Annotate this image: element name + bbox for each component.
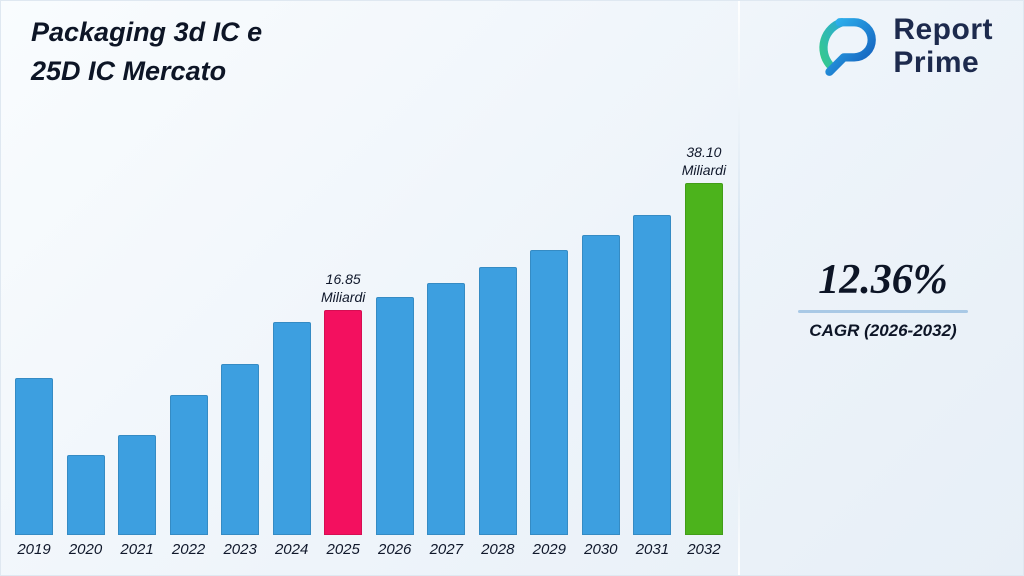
- cagr-panel: 12.36% CAGR (2026-2032): [761, 256, 1005, 341]
- bar-2019: [15, 378, 53, 535]
- bar-2028: [478, 267, 517, 535]
- bar-2026: [375, 297, 414, 535]
- panel-divider: [738, 1, 740, 575]
- x-axis-label-2021: 2021: [120, 541, 154, 558]
- x-axis-label-2027: 2027: [429, 541, 463, 558]
- x-axis-label-2031: 2031: [635, 541, 670, 558]
- reportprime-rp-mark-icon: [813, 13, 883, 79]
- logo-text-line1: Report: [893, 13, 993, 46]
- chart-title: Packaging 3d IC e 25D IC Mercato: [31, 13, 262, 91]
- bar-slot-2030: 2030: [581, 235, 620, 558]
- bar-2031: [633, 215, 672, 535]
- bar-annotation-2032: 38.10 Miliardi: [681, 144, 727, 178]
- x-axis-label-2023: 2023: [223, 541, 257, 558]
- x-axis-label-2032: 2032: [687, 541, 721, 558]
- bar-slot-2027: 2027: [427, 283, 466, 558]
- chart-title-line2: 25D IC Mercato: [31, 56, 227, 87]
- bar-slot-2032: 38.10 Miliardi 2032: [682, 144, 726, 558]
- bar-slot-2028: 2028: [478, 267, 517, 558]
- bar-2027: [427, 283, 466, 535]
- bar-2029: [530, 250, 569, 535]
- bar-chart: 2019 2020 2021 2022 2023 2024 16.85 Miliardi 202…: [15, 144, 726, 558]
- bar-annotation-2025: 16.85 Miliardi: [321, 271, 366, 305]
- bar-2021: [118, 435, 157, 535]
- cagr-underline: [798, 310, 968, 313]
- reportprime-logo-text: Report Prime: [893, 13, 993, 79]
- bar-slot-2019: 2019: [15, 378, 53, 558]
- logo-text-line2: Prime: [893, 46, 980, 79]
- x-axis-label-2025: 2025: [326, 541, 360, 558]
- x-axis-label-2029: 2029: [532, 541, 566, 558]
- x-axis-label-2019: 2019: [17, 541, 51, 558]
- bar-slot-2024: 2024: [272, 322, 311, 558]
- bar-slot-2020: 2020: [66, 455, 105, 558]
- x-axis-label-2022: 2022: [171, 541, 206, 558]
- x-axis-label-2024: 2024: [274, 541, 309, 558]
- bar-slot-2029: 2029: [530, 250, 569, 558]
- cagr-label: CAGR (2026-2032): [809, 321, 957, 340]
- reportprime-logo: Report Prime: [813, 13, 993, 79]
- bar-2023: [221, 364, 260, 535]
- bar-2022: [169, 395, 208, 535]
- bar-slot-2026: 2026: [375, 297, 414, 558]
- bar-slot-2031: 2031: [633, 215, 672, 558]
- bar-2030: [581, 235, 620, 535]
- chart-title-line1: Packaging 3d IC e: [31, 17, 263, 47]
- x-axis-label-2030: 2030: [584, 541, 618, 558]
- bar-slot-2023: 2023: [221, 364, 260, 558]
- x-axis-label-2020: 2020: [68, 541, 103, 558]
- bar-slot-2021: 2021: [118, 435, 157, 558]
- bar-2032: [684, 183, 723, 535]
- bar-2025: [324, 310, 363, 535]
- bar-2024: [272, 322, 311, 535]
- x-axis-label-2026: 2026: [378, 541, 412, 558]
- bar-slot-2025: 16.85 Miliardi 2025: [321, 271, 365, 558]
- bar-2020: [66, 455, 105, 535]
- x-axis-label-2028: 2028: [481, 541, 515, 558]
- cagr-value: 12.36%: [818, 257, 948, 303]
- bar-slot-2022: 2022: [169, 395, 208, 558]
